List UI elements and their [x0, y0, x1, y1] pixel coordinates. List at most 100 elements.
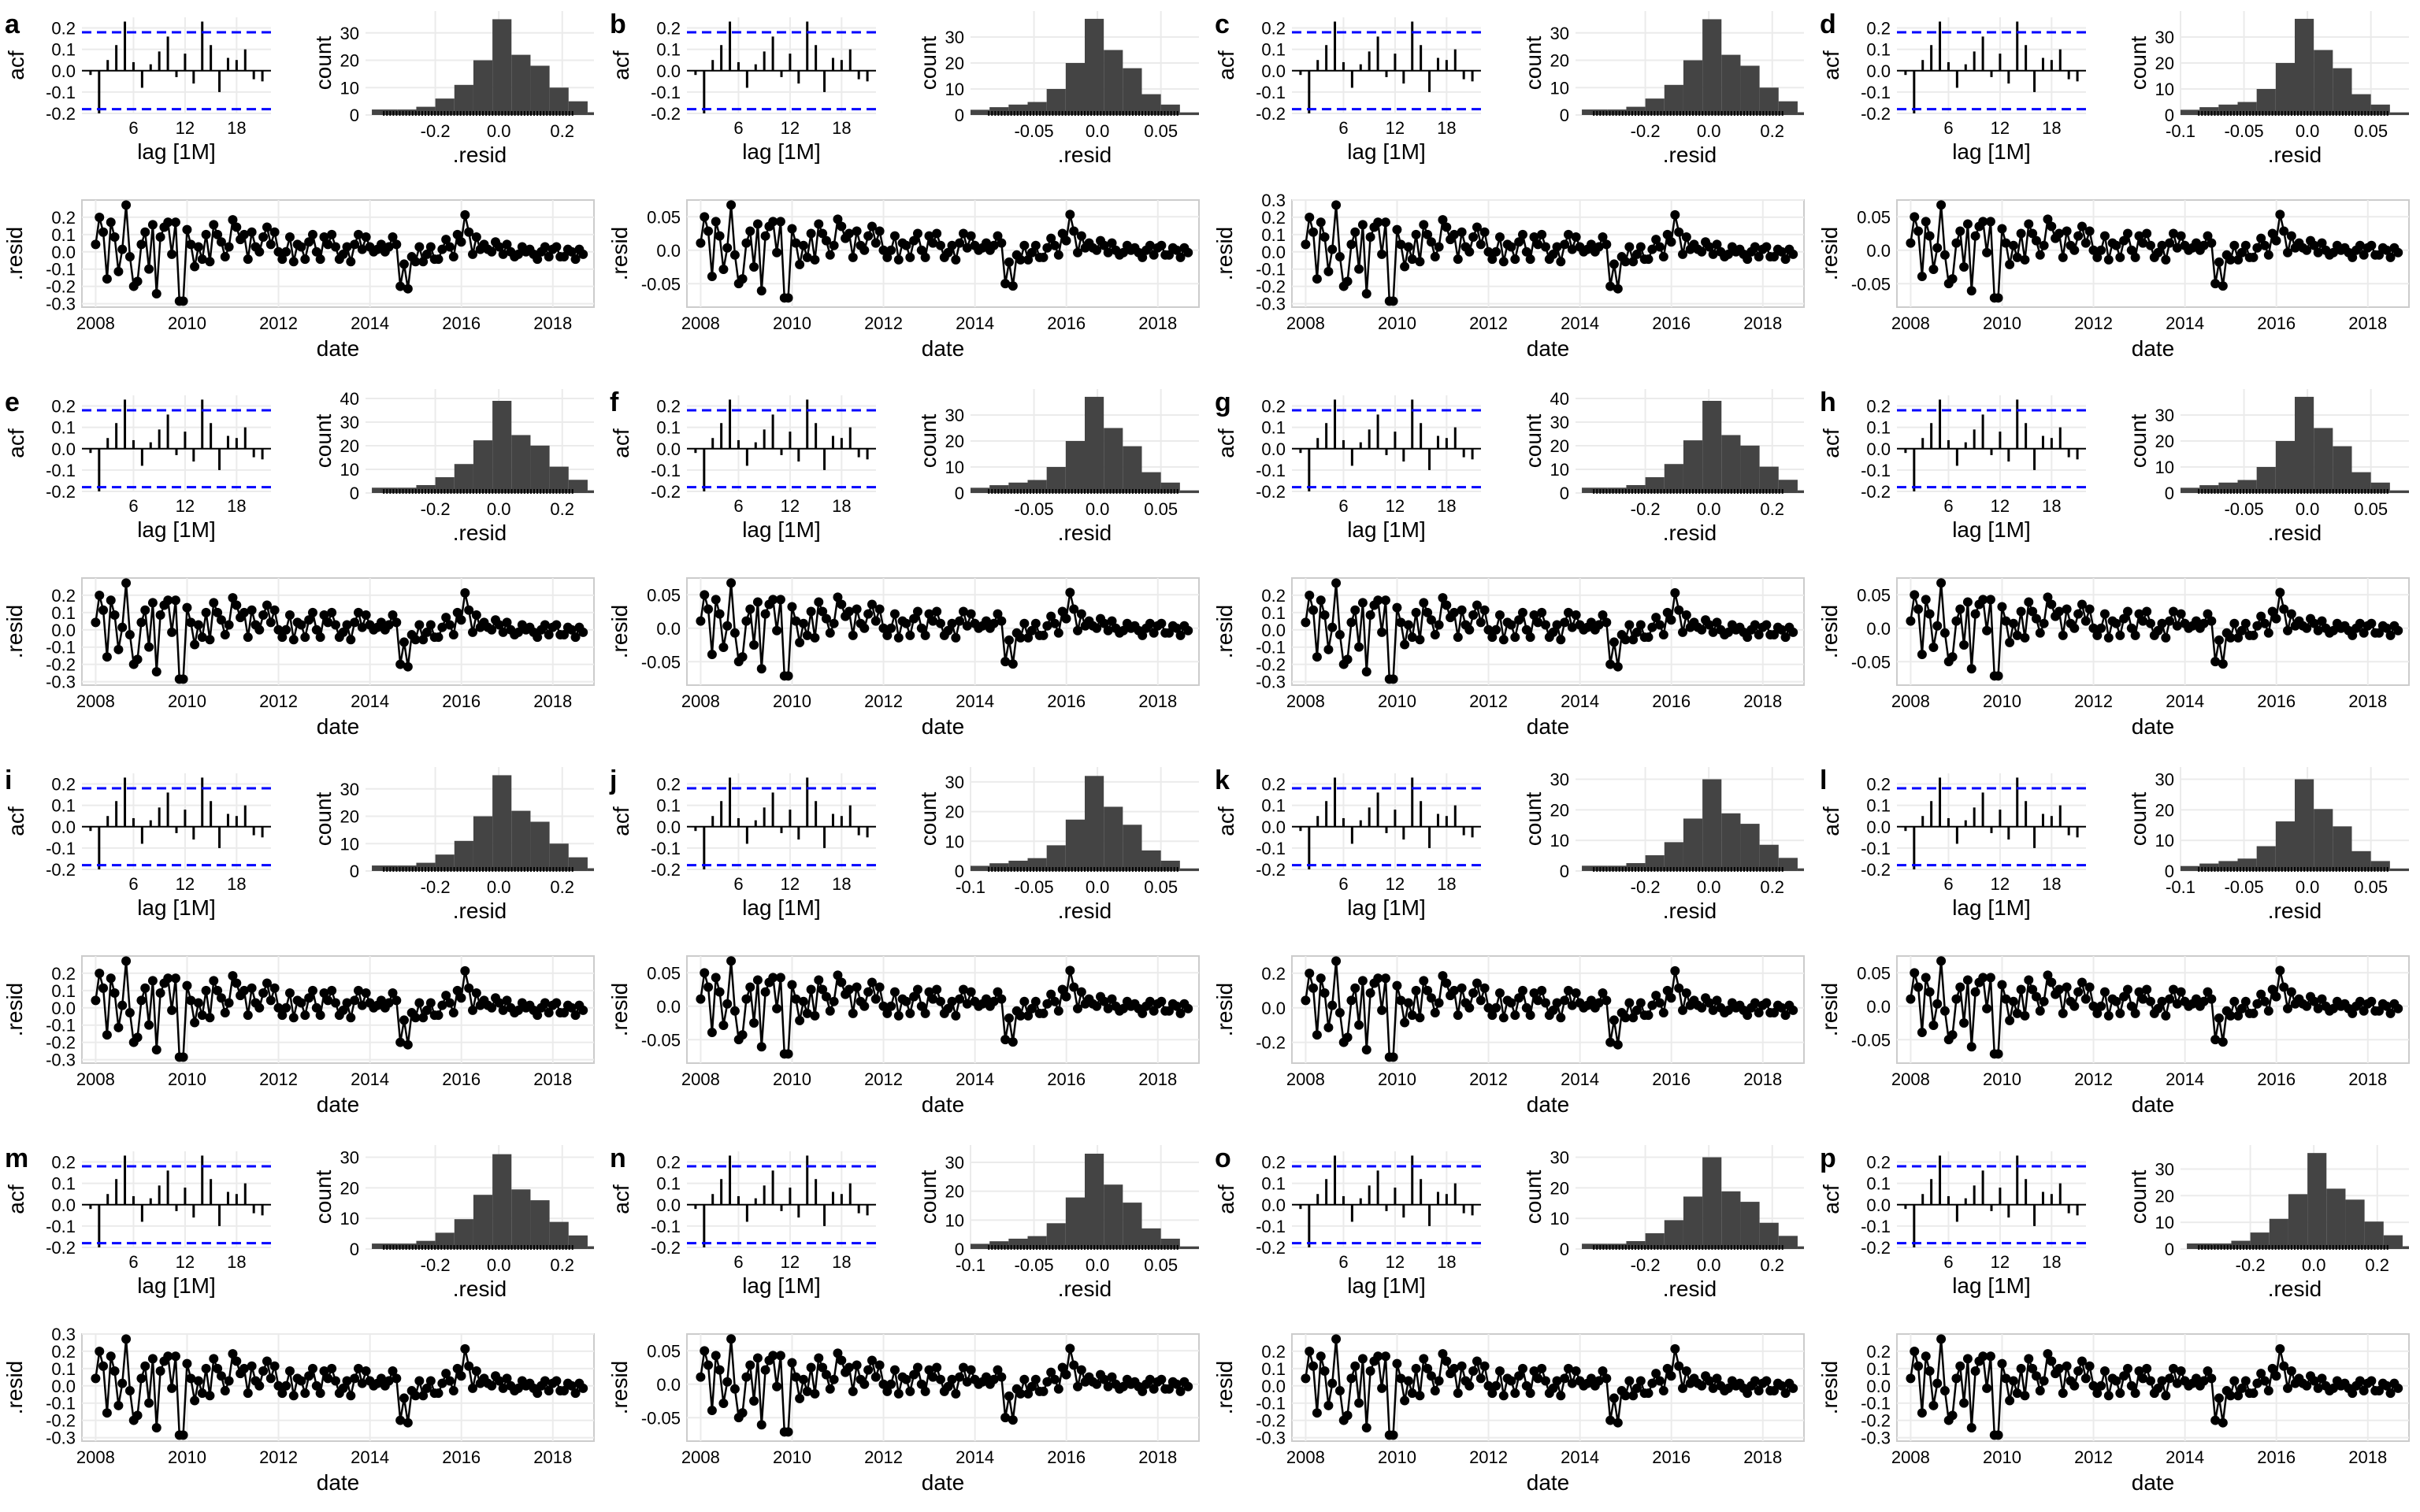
ts-point [1910, 1347, 1920, 1357]
ts-point [2210, 279, 2221, 289]
ts-point [2012, 252, 2022, 262]
ts-point [1099, 618, 1109, 628]
acf-x-tick: 12 [1991, 496, 2010, 516]
ts-point [1947, 1410, 1958, 1421]
hist-bar [2295, 779, 2314, 871]
ts-point [418, 1013, 429, 1023]
ts-frame [1896, 199, 2410, 308]
acf-y-label: acf [1214, 806, 1238, 836]
ts-point [1704, 998, 1714, 1008]
ts-point [1301, 239, 1311, 250]
panel-letter: a [5, 9, 20, 39]
ts-point [2008, 1376, 2018, 1386]
acf-y-label: acf [1819, 806, 1843, 836]
acf-y-tick: -0.2 [1861, 482, 1891, 502]
ts-point [2275, 1343, 2285, 1354]
ts-point [2381, 1380, 2392, 1391]
ts-point [848, 1386, 858, 1396]
ts-point [1323, 1022, 1334, 1032]
ts-point [1419, 976, 1429, 986]
ts-point [1552, 620, 1562, 630]
acf-y-tick: 0.1 [1261, 796, 1286, 816]
ts-point [2016, 1363, 2026, 1373]
ts-point [1598, 232, 1608, 243]
ts-y-tick: 0.2 [1261, 586, 1286, 606]
ts-x-tick: 2010 [1983, 1069, 2021, 1089]
ts-point [2005, 1395, 2015, 1406]
ts-point [1662, 1363, 1672, 1373]
ts-point [2073, 987, 2084, 997]
hist-y-tick: 0 [955, 862, 964, 881]
ts-point [1053, 628, 1063, 638]
hist-x-tick: 0.0 [1086, 877, 1110, 897]
hist-x-tick: 0.05 [1144, 499, 1178, 519]
ts-point [1955, 226, 1965, 236]
hist-bar [511, 435, 531, 493]
ts-y-tick: 0.0 [656, 997, 681, 1017]
ts-point [1145, 618, 1155, 628]
ts-point [1761, 1376, 1772, 1386]
ts-point [2381, 623, 2392, 633]
ts-point [2080, 238, 2091, 248]
ts-x-tick: 2016 [1047, 313, 1086, 333]
ts-point [821, 235, 831, 246]
ts-point [2271, 613, 2281, 624]
ts-point [277, 254, 288, 265]
acf-x-tick: 18 [1437, 118, 1456, 138]
ts-point [1906, 994, 1916, 1004]
hist-bar [1008, 482, 1028, 493]
ts-point [273, 624, 284, 635]
ts-point [544, 252, 554, 262]
ts-point [1602, 995, 1612, 1006]
ts-point [437, 1378, 447, 1388]
ts-point [1906, 238, 1916, 248]
ts-point [2172, 243, 2182, 253]
ts-point [1560, 1373, 1570, 1384]
ts-point [540, 1376, 550, 1386]
ts-y-tick: -0.1 [1861, 1394, 1891, 1414]
ts-point [163, 973, 173, 984]
ts-point [1517, 607, 1527, 617]
ts-point [1985, 595, 1995, 605]
ts-point [95, 969, 105, 979]
ts-point [1666, 237, 1676, 247]
ts-point [284, 232, 295, 243]
ts-point [1674, 983, 1684, 993]
ts-point [247, 1361, 257, 1371]
ts-point [2054, 1363, 2064, 1373]
ts-point [2080, 994, 2091, 1004]
hist-bar [1104, 50, 1123, 115]
hist-y-tick: 10 [2155, 1213, 2174, 1232]
ts-point [696, 616, 706, 626]
acf-y-tick: -0.1 [651, 83, 681, 102]
ts-point [2309, 618, 2319, 628]
ts-point [1483, 246, 1494, 257]
ts-point [1453, 254, 1463, 265]
ts-point [2385, 1008, 2396, 1018]
ts-point [2302, 245, 2312, 255]
ts-point [1540, 1376, 1550, 1386]
hist-y-tick: 0 [955, 106, 964, 125]
ts-point [837, 221, 847, 232]
ts-point [353, 1363, 363, 1373]
ts-point [997, 994, 1007, 1004]
ts-point [2161, 254, 2171, 265]
ts-point [1107, 616, 1117, 626]
hist-bar [1664, 464, 1683, 493]
ts-point [1932, 621, 1943, 631]
ts-point [91, 1373, 101, 1384]
ts-point [760, 1365, 770, 1375]
hist-x-tick: 0.05 [2354, 877, 2388, 897]
hist-bar [1797, 112, 1804, 115]
ts-point [1560, 617, 1570, 628]
hist-x-tick: 0.0 [1697, 121, 1721, 141]
hist-bar [549, 466, 569, 493]
hist-y-tick: 20 [2155, 1186, 2174, 1206]
hist-bar [2383, 1235, 2403, 1249]
ts-point [2385, 1388, 2396, 1399]
